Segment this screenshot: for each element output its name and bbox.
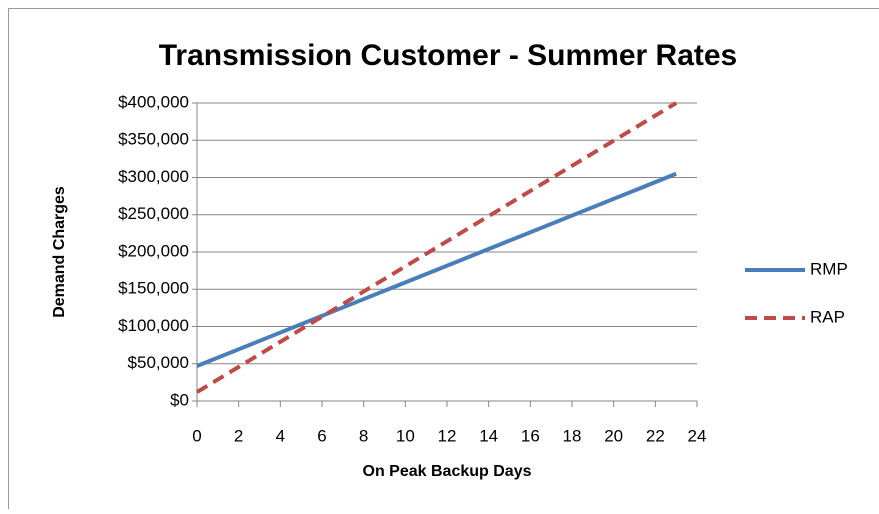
y-tick-label: $0 — [170, 390, 189, 409]
y-tick-label: $400,000 — [118, 92, 189, 111]
y-tick-label: $300,000 — [118, 167, 189, 186]
y-tick-label: $100,000 — [118, 316, 189, 335]
y-tick-label: $200,000 — [118, 241, 189, 260]
x-tick-label: 20 — [604, 426, 623, 445]
legend-label: RAP — [810, 307, 845, 326]
x-axis-label: On Peak Backup Days — [363, 463, 532, 480]
x-tick-label: 14 — [479, 426, 498, 445]
y-tick-label: $150,000 — [118, 279, 189, 298]
series-line — [197, 174, 676, 366]
x-tick-label: 16 — [521, 426, 540, 445]
x-tick-label: 4 — [276, 426, 285, 445]
x-tick-label: 6 — [317, 426, 326, 445]
x-tick-label: 18 — [563, 426, 582, 445]
series-line — [197, 103, 676, 392]
legend-label: RMP — [810, 259, 848, 278]
x-tick-label: 24 — [688, 426, 707, 445]
x-tick-label: 22 — [646, 426, 665, 445]
x-tick-label: 12 — [438, 426, 457, 445]
x-tick-label: 2 — [234, 426, 243, 445]
y-tick-label: $50,000 — [128, 353, 189, 372]
y-tick-label: $250,000 — [118, 204, 189, 223]
x-tick-label: 8 — [359, 426, 368, 445]
y-tick-label: $350,000 — [118, 130, 189, 149]
x-tick-label: 10 — [396, 426, 415, 445]
chart-title: Transmission Customer - Summer Rates — [159, 39, 738, 72]
y-axis-label: Demand Charges — [51, 186, 68, 318]
x-tick-label: 0 — [192, 426, 201, 445]
